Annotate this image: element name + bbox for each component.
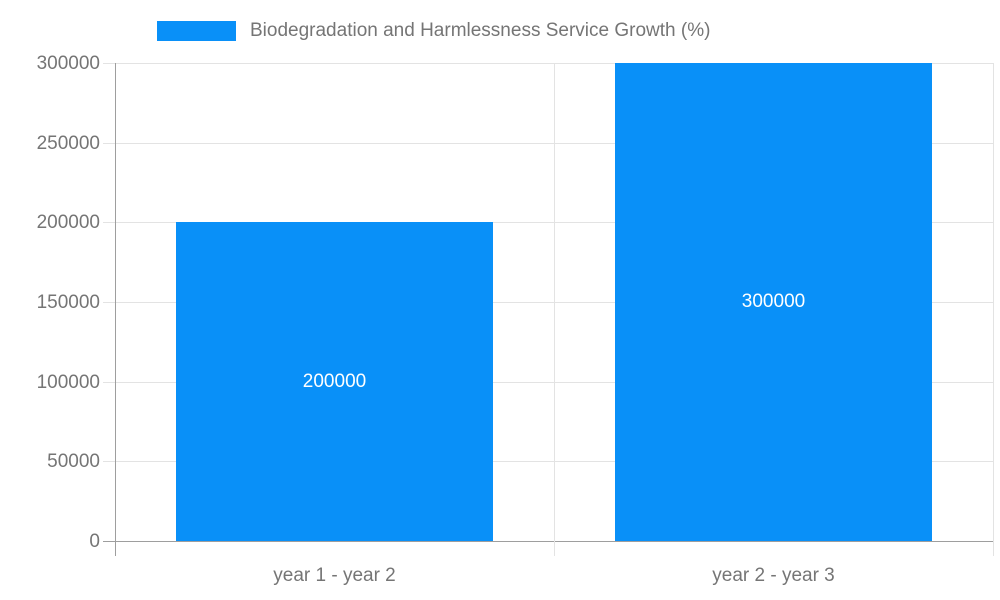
x-axis-tick — [115, 541, 116, 556]
bar-year-1---year-2[interactable] — [176, 222, 493, 541]
chart-legend: Biodegradation and Harmlessness Service … — [157, 21, 710, 41]
y-axis-tick — [103, 222, 115, 224]
bar-year-2---year-3[interactable] — [615, 63, 932, 541]
x-axis-tick — [993, 541, 994, 556]
plot-right-edge — [993, 63, 994, 541]
y-axis-tick — [103, 302, 115, 303]
x-axis-tick — [554, 541, 555, 556]
x-axis-category-label: year 2 - year 3 — [712, 565, 835, 586]
y-axis-tick-label: 200000 — [36, 212, 100, 234]
bar-value-label: 300000 — [741, 291, 806, 312]
plot-area: 200000 300000 — [115, 63, 994, 542]
y-axis-tick — [103, 541, 115, 542]
y-axis-tick-label: 150000 — [36, 292, 100, 313]
y-axis-tick-label: 0 — [89, 531, 100, 552]
legend-series-label: Biodegradation and Harmlessness Service … — [250, 20, 711, 41]
category-divider — [554, 63, 555, 541]
x-axis-category-label: year 1 - year 2 — [273, 565, 396, 586]
y-axis-tick — [103, 142, 115, 144]
y-axis-tick-label: 100000 — [36, 371, 100, 393]
bar-value-label: 200000 — [302, 370, 367, 392]
y-axis-tick-label: 250000 — [36, 132, 100, 154]
y-axis-tick-label: 50000 — [47, 451, 100, 473]
y-axis-line — [115, 63, 116, 541]
y-axis-tick — [103, 381, 115, 383]
y-axis-tick — [103, 461, 115, 463]
legend-swatch-icon — [157, 21, 236, 41]
y-axis-tick — [103, 63, 115, 64]
y-axis-tick-label: 300000 — [36, 53, 100, 74]
